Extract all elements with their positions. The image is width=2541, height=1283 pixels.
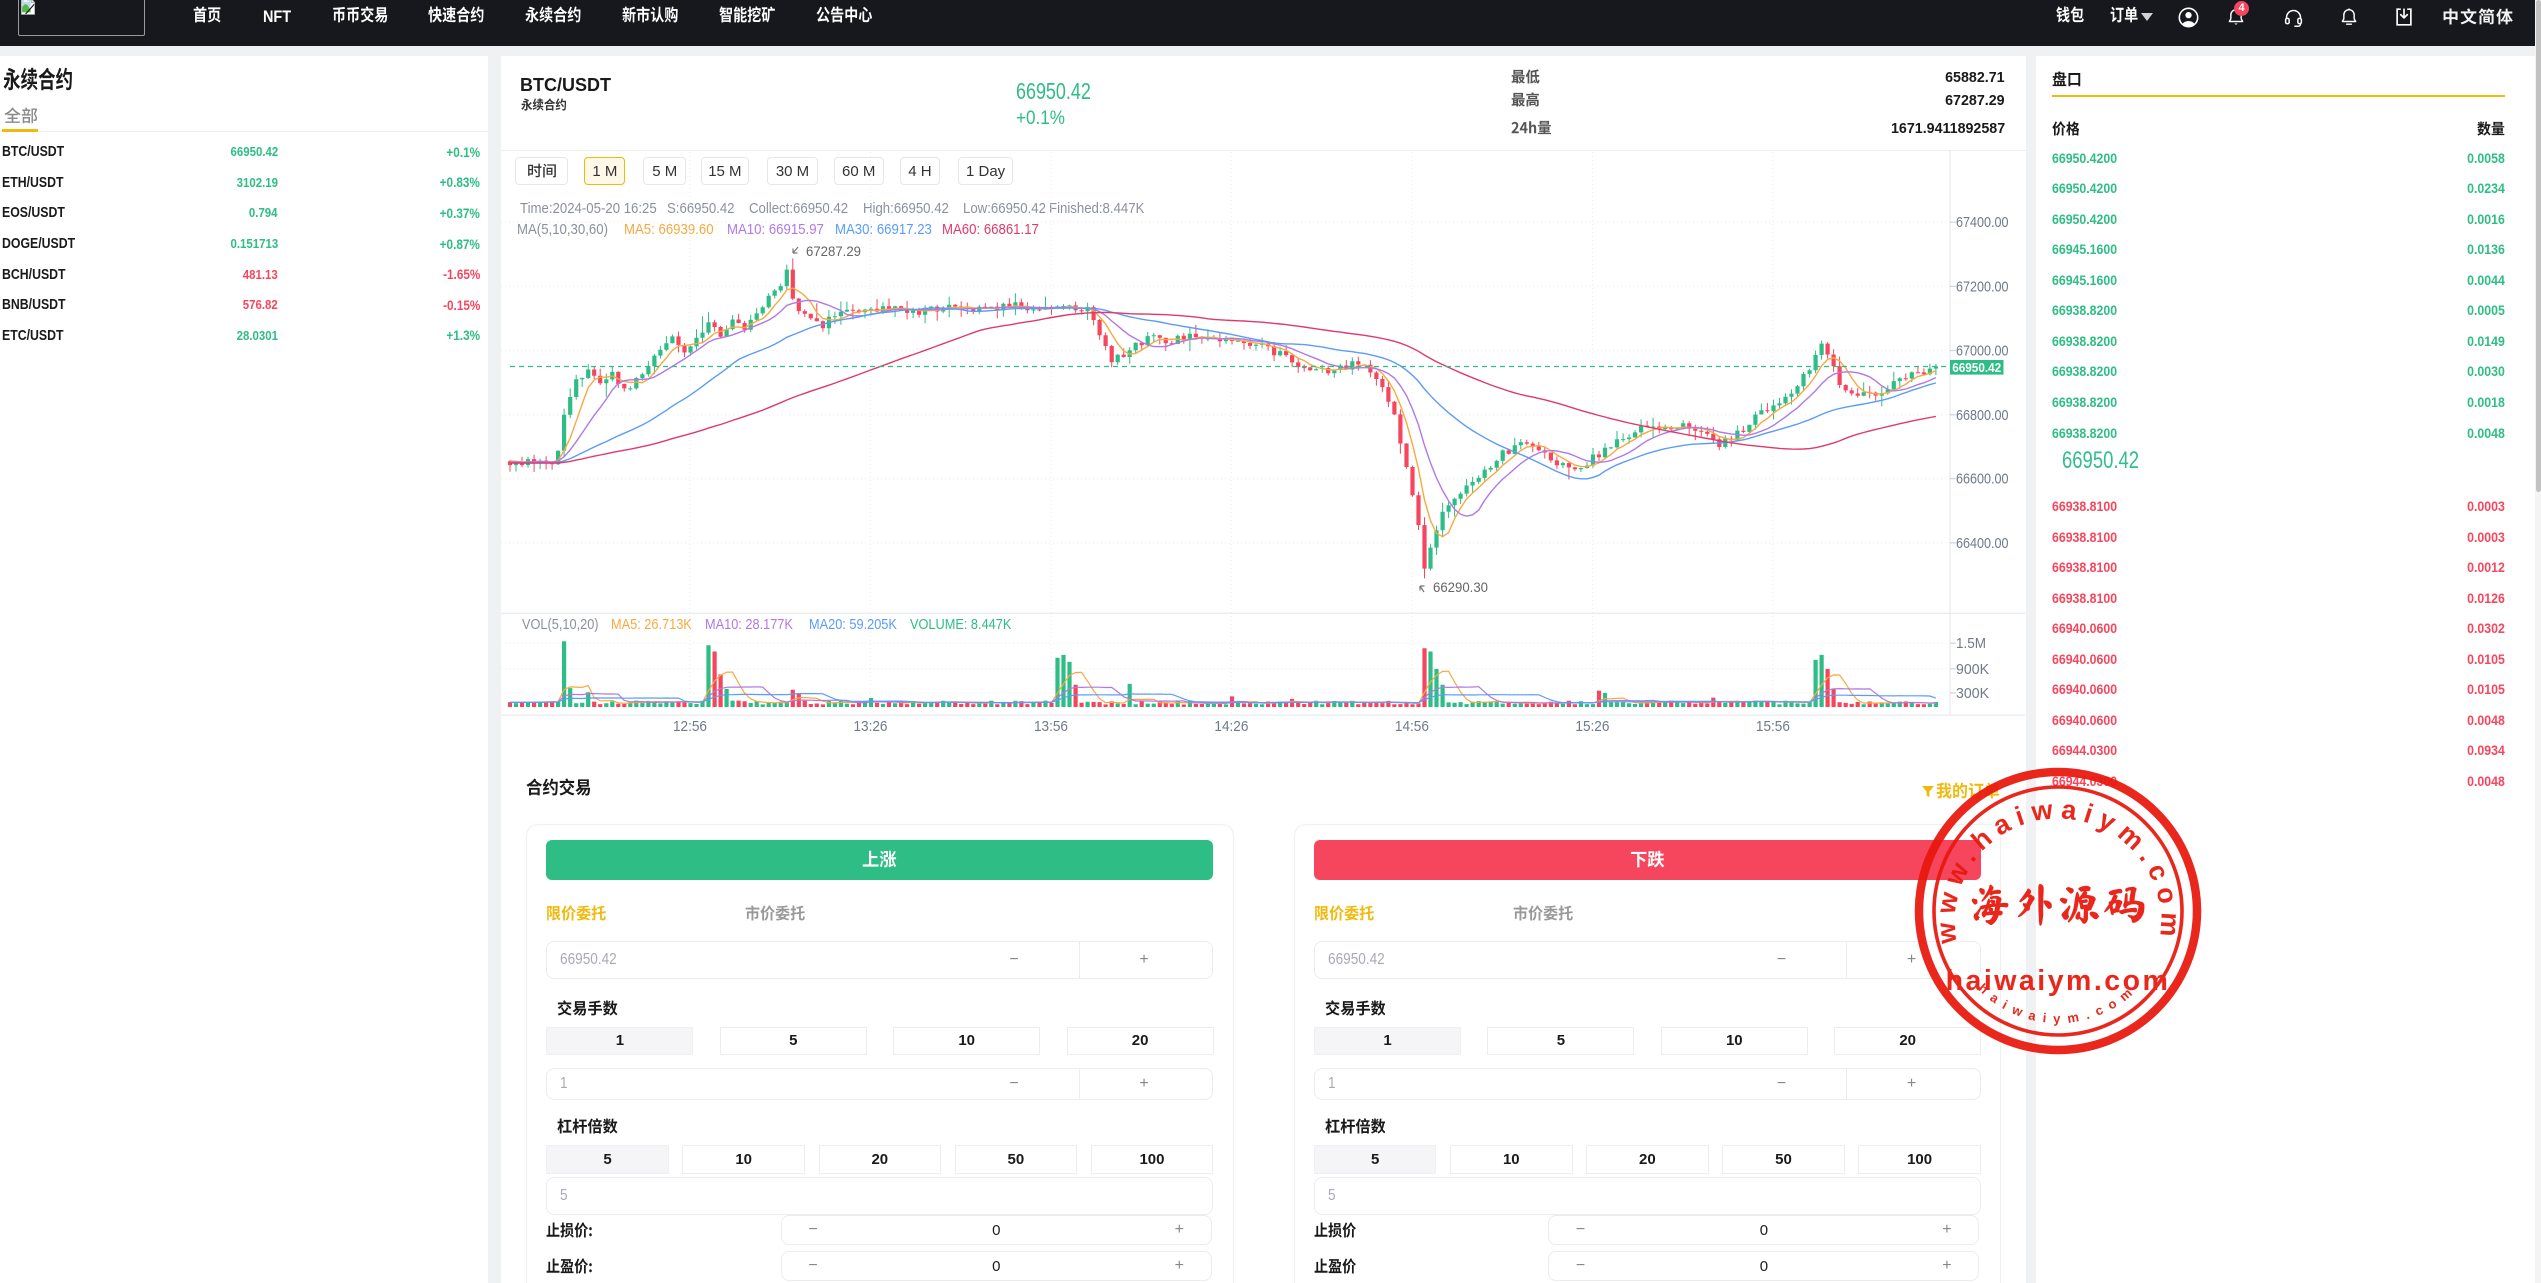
- svg-text:13:56: 13:56: [1034, 718, 1068, 735]
- svg-text:66600.00: 66600.00: [1956, 471, 2009, 488]
- svg-text:66400.00: 66400.00: [1956, 535, 2009, 552]
- svg-text:900K: 900K: [1956, 661, 1989, 678]
- svg-text:www.haiwaiym.com: www.haiwaiym.com: [1930, 794, 2185, 946]
- svg-text:13:26: 13:26: [854, 718, 888, 735]
- svg-text:67287.29: 67287.29: [806, 243, 861, 259]
- svg-text:1.5M: 1.5M: [1956, 635, 1986, 652]
- svg-text:300K: 300K: [1956, 685, 1989, 702]
- svg-text:66800.00: 66800.00: [1956, 407, 2009, 424]
- svg-text:66290.30: 66290.30: [1433, 579, 1488, 595]
- svg-text:67400.00: 67400.00: [1956, 214, 2009, 231]
- svg-text:67000.00: 67000.00: [1956, 343, 2009, 360]
- svg-text:15:56: 15:56: [1756, 718, 1790, 735]
- svg-text:14:26: 14:26: [1214, 718, 1248, 735]
- svg-text:14:56: 14:56: [1395, 718, 1429, 735]
- svg-text:66950.42: 66950.42: [1952, 361, 2001, 375]
- svg-text:15:26: 15:26: [1575, 718, 1609, 735]
- svg-text:12:56: 12:56: [673, 718, 707, 735]
- svg-text:67200.00: 67200.00: [1956, 278, 2009, 295]
- svg-text:haiwaiym.com: haiwaiym.com: [1946, 965, 2171, 997]
